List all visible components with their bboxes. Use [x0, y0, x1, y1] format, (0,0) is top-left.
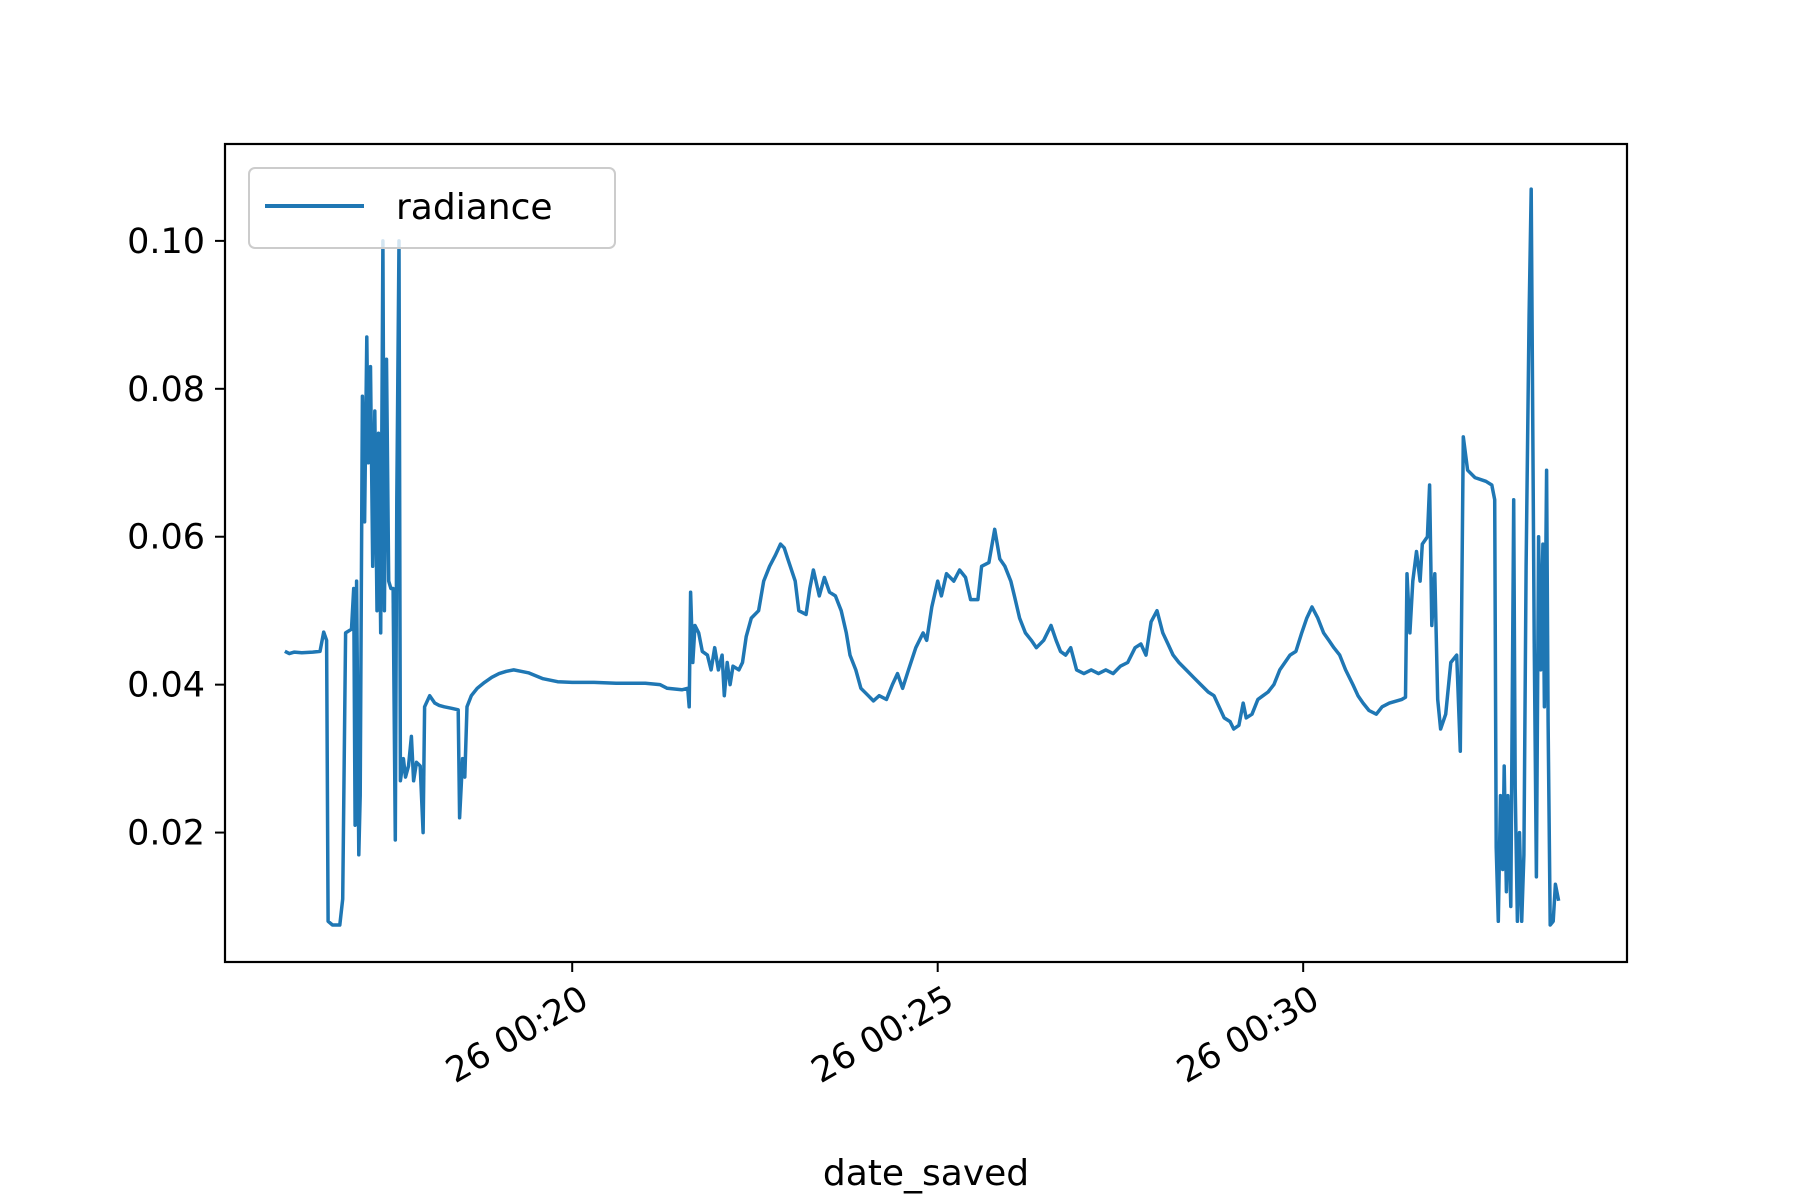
series-line-radiance [284, 187, 1561, 927]
x-tick-label: 26 00:25 [805, 979, 961, 1092]
x-axis-ticks: 26 00:20 26 00:25 26 00:30 [440, 962, 1327, 1092]
legend-box [248, 167, 616, 249]
legend: radiance [248, 167, 616, 249]
y-tick-label: 0.04 [127, 666, 205, 706]
y-tick-label: 0.08 [127, 370, 205, 410]
y-tick-label: 0.06 [127, 518, 205, 558]
plot-area [223, 142, 1629, 964]
y-tick-label: 0.02 [127, 814, 205, 854]
axes-frame [223, 142, 1629, 964]
x-tick-label: 26 00:20 [440, 979, 596, 1092]
x-tick-label: 26 00:30 [1171, 979, 1327, 1092]
y-tick-label: 0.10 [127, 222, 205, 262]
series-layer [284, 187, 1561, 927]
x-axis-title: date_saved [823, 1153, 1029, 1194]
y-axis-ticks: 0.02 0.04 0.06 0.08 0.10 [127, 222, 225, 854]
legend-label-radiance: radiance [396, 187, 553, 228]
